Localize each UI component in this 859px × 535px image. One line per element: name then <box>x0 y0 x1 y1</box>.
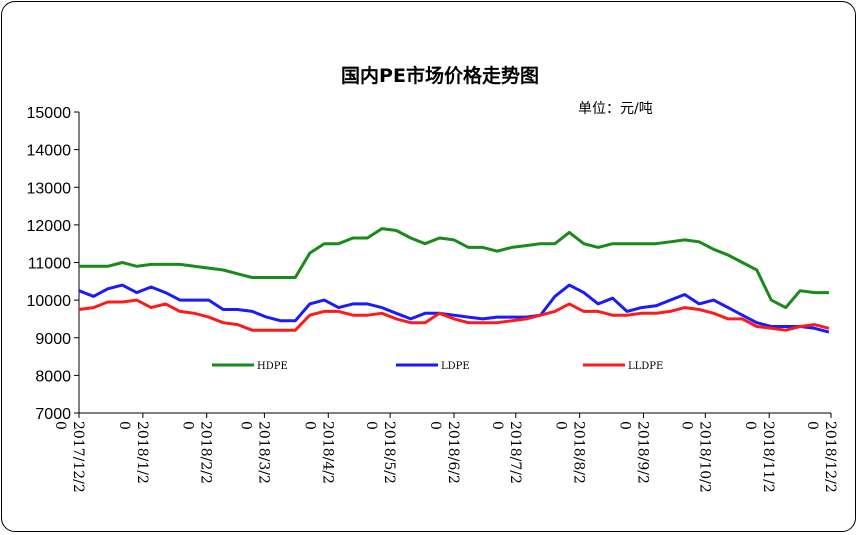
x-tick-label: 2018/3/20 <box>237 421 271 484</box>
svg-text:2018/3/20: 2018/3/20 <box>237 421 271 484</box>
x-axis: 2017/12/20 2018/1/20 2018/2/20 2018/3/20 201… <box>52 412 838 493</box>
series-line-ldpe <box>78 283 830 334</box>
svg-text:2018/5/20: 2018/5/20 <box>363 421 397 484</box>
y-tick-label: 8000 <box>35 368 71 385</box>
svg-text:2018/11/20: 2018/11/20 <box>742 421 776 493</box>
series-line-hdpe <box>79 227 829 310</box>
y-tick-label: 11000 <box>28 256 71 273</box>
y-tick-label: 10000 <box>27 293 72 310</box>
y-tick-label: 12000 <box>27 218 72 235</box>
legend-label-ldpe: LDPE <box>441 361 470 372</box>
svg-text:2018/10/20: 2018/10/20 <box>678 421 712 493</box>
x-tick-label: 2018/10/20 <box>678 421 712 493</box>
svg-text:2018/2/20: 2018/2/20 <box>180 421 214 484</box>
x-tick-label: 2018/9/20 <box>617 421 651 484</box>
legend-label-lldpe: LLDPE <box>628 361 663 372</box>
x-tick-label: 2018/11/20 <box>742 421 776 493</box>
svg-text:2018/1/20: 2018/1/20 <box>116 421 150 484</box>
legend: HDPE LDPE LLDPE <box>212 361 663 372</box>
unit-label: 单位：元/吨 <box>578 101 653 117</box>
series-lines <box>78 227 830 334</box>
chart-title: 国内PE市场价格走势图 <box>341 64 539 87</box>
svg-text:2018/9/20: 2018/9/20 <box>617 421 651 484</box>
svg-text:2018/4/20: 2018/4/20 <box>301 421 335 484</box>
x-tick-label: 2018/7/20 <box>489 421 523 484</box>
svg-text:2018/7/20: 2018/7/20 <box>489 421 523 484</box>
x-tick-label: 2017/12/20 <box>52 421 86 493</box>
x-tick-label: 2018/5/20 <box>363 421 397 484</box>
y-tick-label: 9000 <box>35 331 71 348</box>
svg-text:2017/12/20: 2017/12/20 <box>52 421 86 493</box>
x-tick-label: 2018/1/20 <box>116 421 150 484</box>
y-tick-label: 7000 <box>35 406 71 423</box>
y-tick-label: 14000 <box>27 143 72 160</box>
x-tick-label: 2018/6/20 <box>427 421 461 484</box>
series-line-lldpe <box>78 298 830 332</box>
legend-label-hdpe: HDPE <box>257 361 288 372</box>
x-tick-label: 2018/2/20 <box>180 421 214 484</box>
x-tick-label: 2018/4/20 <box>301 421 335 484</box>
x-tick-label: 2018/12/20 <box>804 421 838 493</box>
svg-text:2018/12/20: 2018/12/20 <box>804 421 838 493</box>
y-tick-label: 15000 <box>27 105 72 122</box>
y-tick-label: 13000 <box>27 180 72 197</box>
y-axis: 7000 8000 9000 10000 11000 12000 13000 14000 150… <box>27 105 80 423</box>
x-tick-label: 2018/8/20 <box>553 421 587 484</box>
svg-text:2018/6/20: 2018/6/20 <box>427 421 461 484</box>
svg-text:2018/8/20: 2018/8/20 <box>553 421 587 484</box>
